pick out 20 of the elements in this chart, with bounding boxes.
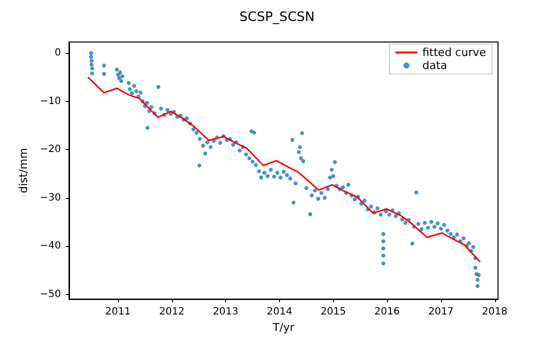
line-series <box>88 76 480 262</box>
chart-title: SCSP_SCSN <box>239 10 315 25</box>
x-tick-label: 2014 <box>266 306 292 318</box>
x-axis-title: T/yr <box>272 321 295 334</box>
x-tick-label: 2011 <box>105 306 131 318</box>
y-axis-title: dist/mm <box>16 148 30 194</box>
y-tick-label: −40 <box>40 240 61 252</box>
y-tick-label: 0 <box>54 48 61 59</box>
legend-label: data <box>422 59 448 72</box>
legend-label: fitted curve <box>422 46 486 59</box>
x-tick-label: 2016 <box>374 306 400 318</box>
x-tick-label: 2018 <box>482 306 508 318</box>
x-tick-label: 2012 <box>159 306 185 318</box>
y-tick-label: −10 <box>40 96 61 107</box>
y-tick-label: −50 <box>40 288 61 300</box>
x-tick-label: 2015 <box>320 306 346 318</box>
y-tick-label: −20 <box>40 144 61 156</box>
x-tick-label: 2017 <box>428 306 454 318</box>
x-tick-label: 2013 <box>212 306 238 318</box>
y-tick-label: −30 <box>40 192 61 204</box>
